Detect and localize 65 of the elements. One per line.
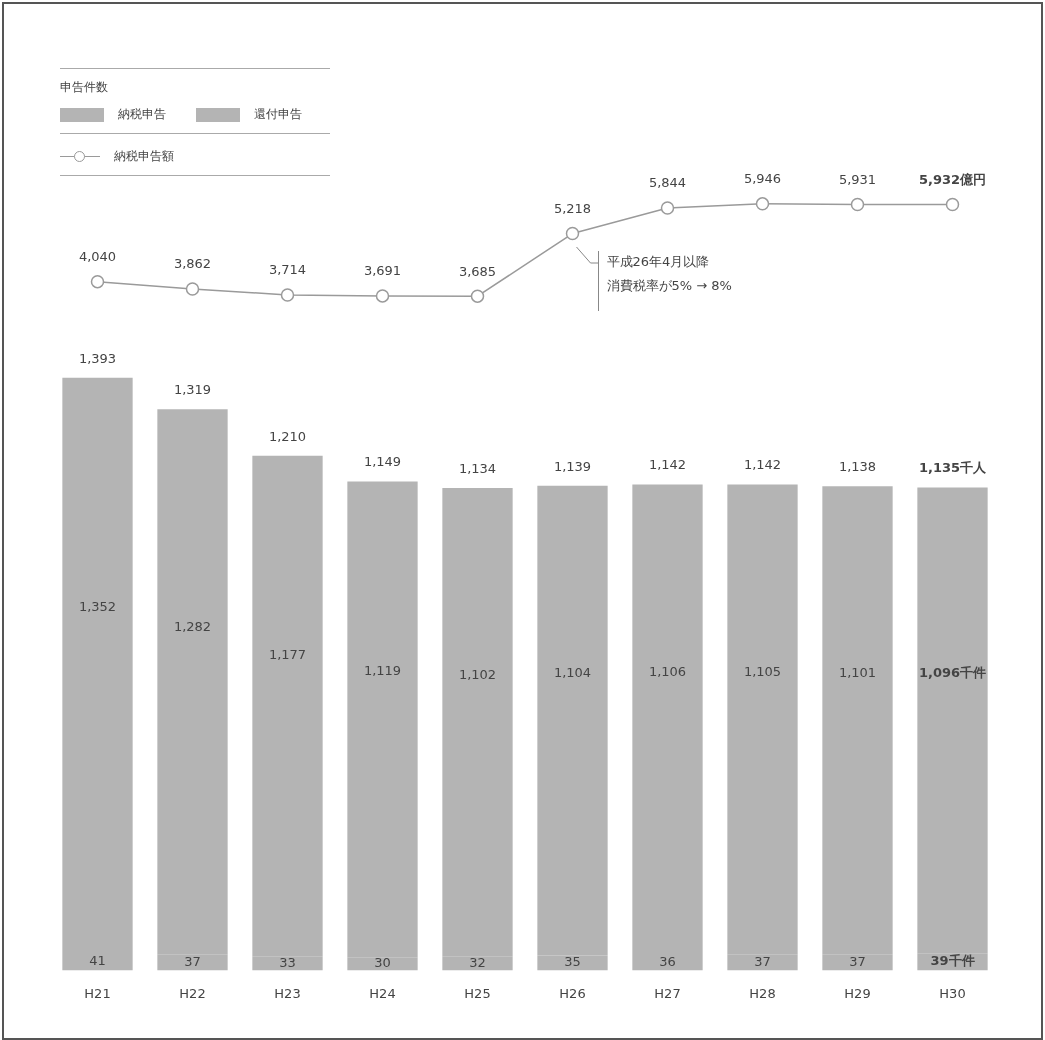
legend-label: 納税申告額 (114, 148, 174, 165)
total-label: 1,149 (363, 454, 402, 470)
total-label: 1,134 (458, 460, 497, 476)
total-label: 1,319 (173, 382, 212, 398)
data-label: 1,102 (458, 666, 497, 682)
data-label: 1,106 (648, 664, 687, 680)
point (90, 274, 105, 289)
data-label: 3,691 (363, 263, 402, 279)
point (945, 197, 960, 212)
data-label: 1,352 (78, 599, 117, 615)
total-label: 1,210 (268, 428, 307, 444)
legend-label: 還付申告 (254, 106, 302, 123)
legend-label: 納税申告 (118, 106, 166, 123)
x-tick-label: H23 (274, 985, 301, 1001)
legend-title: 申告件数 (60, 79, 109, 96)
x-tick-label: H28 (749, 985, 776, 1001)
data-label: 5,932億円 (918, 171, 987, 187)
data-label: 37 (849, 953, 866, 969)
data-label: 1,101 (838, 665, 877, 680)
data-label: 3,862 (173, 256, 212, 272)
total-label: 1,139 (553, 458, 592, 474)
data-label: 5,931 (838, 171, 877, 187)
data-label: 5,844 (648, 175, 687, 191)
point (375, 289, 390, 303)
data-label: 41 (89, 953, 106, 969)
point (660, 201, 675, 215)
data-label: 36 (659, 954, 676, 970)
data-label: 32 (469, 954, 486, 970)
point (185, 282, 200, 296)
point (755, 197, 770, 211)
data-label: 30 (374, 955, 391, 971)
point (470, 289, 485, 303)
data-label: 1,096千件 (918, 665, 987, 681)
total-label: 1,138 (838, 459, 877, 475)
data-label: 37 (184, 953, 201, 969)
x-tick-label: H25 (464, 985, 491, 1001)
x-tick-label: H29 (844, 985, 871, 1001)
x-tick-label: H26 (559, 985, 586, 1001)
data-label: 1,282 (173, 618, 212, 634)
total-label: 1,135千人 (918, 460, 988, 476)
data-label: 1,177 (268, 647, 307, 663)
total-label: 1,142 (743, 457, 782, 473)
annotation: 平成26年4月以降消費税率が5% → 8% (606, 254, 732, 294)
data-label: 3,685 (458, 263, 497, 279)
x-tick-label: H30 (939, 985, 966, 1001)
x-tick-label: H27 (654, 985, 681, 1001)
total-label: 1,393 (78, 350, 117, 366)
data-label: 1,104 (553, 665, 592, 681)
data-label: 5,218 (553, 200, 592, 216)
data-label: 35 (564, 954, 581, 970)
data-label: 5,946 (743, 171, 782, 187)
x-tick-label: H21 (84, 985, 111, 1001)
data-label: 39千件 (930, 953, 975, 969)
data-label: 37 (754, 953, 771, 969)
total-label: 1,142 (648, 457, 687, 473)
data-label: 3,714 (268, 262, 307, 278)
point (280, 288, 295, 302)
data-label: 1,119 (363, 663, 402, 679)
data-label: 33 (279, 954, 296, 970)
data-label: 1,105 (743, 663, 782, 679)
point (850, 197, 865, 212)
data-label: 4,040 (78, 249, 117, 265)
point (565, 226, 580, 241)
x-tick-label: H24 (369, 985, 396, 1001)
x-tick-label: H22 (179, 985, 206, 1001)
